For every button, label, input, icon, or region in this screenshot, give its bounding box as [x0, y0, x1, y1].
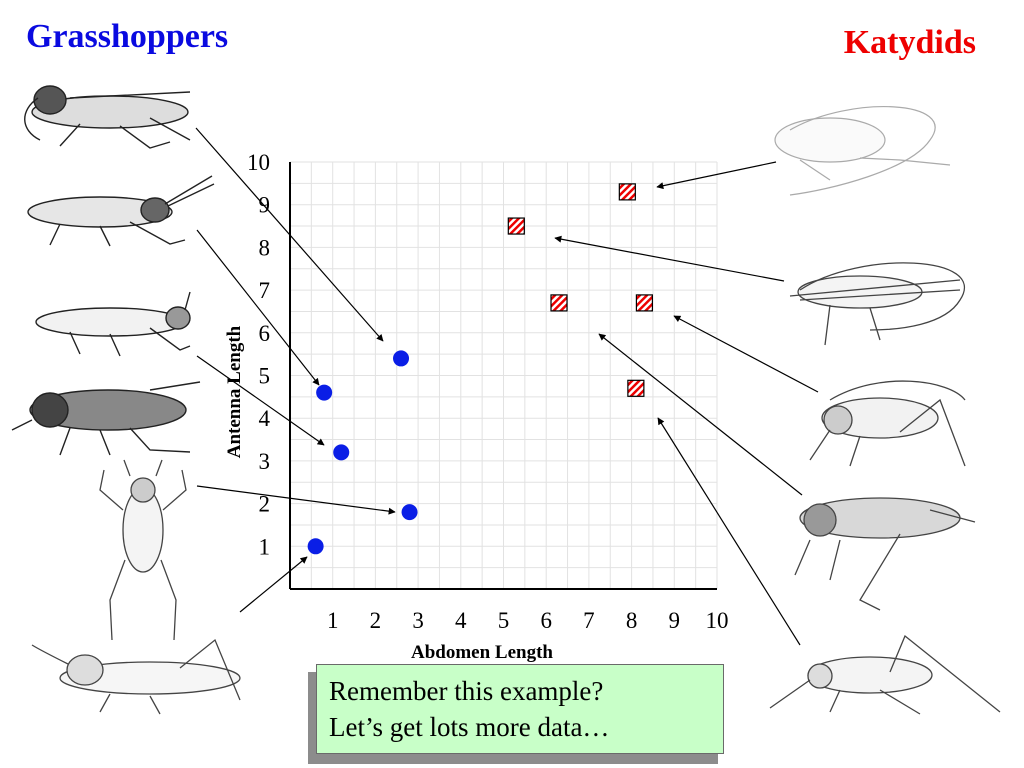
grasshopper-point — [316, 384, 333, 401]
grasshopper-point — [401, 504, 418, 521]
arrow-grasshopper-1 — [195, 127, 384, 342]
katydid-point — [507, 217, 525, 235]
arrow-grasshopper-3 — [196, 355, 325, 446]
y-tick-label: 3 — [259, 449, 271, 474]
callout-line-2: Let’s get lots more data… — [329, 712, 610, 742]
grasshopper-illustration-2 — [27, 175, 215, 247]
katydid-illustration-3 — [809, 380, 966, 467]
scatter-chart: 1 2 3 4 5 6 7 8 9 10 1 2 3 4 5 6 7 8 9 10 Abdomen Length A… — [224, 150, 729, 663]
grasshopper-illustration-6 — [31, 638, 241, 715]
katydid-point — [635, 294, 654, 312]
arrow-katydid-3 — [673, 315, 819, 393]
connector-arrows — [195, 127, 819, 646]
y-tick-label: 6 — [259, 321, 271, 346]
arrow-katydid-1 — [656, 161, 777, 190]
grasshopper-illustration-5 — [99, 459, 187, 641]
katydid-illustration-1 — [774, 106, 951, 196]
grasshopper-point — [307, 538, 324, 555]
arrow-grasshopper-5 — [239, 556, 308, 613]
callout-box: Remember this example? Let’s get lots mo… — [316, 664, 724, 754]
y-tick-label: 5 — [259, 364, 271, 389]
katydid-illustration-5 — [769, 634, 1001, 715]
x-tick-labels: 1 2 3 4 5 6 7 8 9 10 — [327, 608, 729, 633]
x-tick-label: 1 — [327, 608, 339, 633]
y-tick-label: 2 — [259, 492, 271, 517]
katydid-point — [618, 183, 636, 201]
x-tick-label: 7 — [583, 608, 595, 633]
grid-lines — [290, 161, 718, 589]
x-tick-label: 6 — [540, 608, 552, 633]
grasshopper-illustration-1 — [24, 85, 191, 149]
x-axis-label: Abdomen Length — [411, 642, 553, 663]
arrow-katydid-4 — [598, 333, 803, 496]
y-tick-label: 10 — [247, 150, 270, 175]
y-tick-label: 7 — [259, 278, 271, 303]
y-tick-label: 1 — [259, 534, 271, 559]
data-points — [307, 183, 654, 555]
x-tick-label: 10 — [706, 608, 729, 633]
grasshopper-point — [333, 444, 350, 461]
x-tick-label: 8 — [626, 608, 638, 633]
x-tick-label: 5 — [498, 608, 510, 633]
title-katydids: Katydids — [843, 24, 976, 61]
x-tick-label: 2 — [370, 608, 382, 633]
callout-line-1: Remember this example? — [329, 676, 604, 706]
y-tick-label: 8 — [259, 235, 271, 260]
grasshopper-illustration-4 — [11, 381, 201, 456]
grasshopper-point — [393, 350, 410, 367]
grasshopper-illustration-3 — [35, 291, 191, 357]
katydid-illustration-2 — [789, 262, 965, 346]
arrow-grasshopper-2 — [196, 229, 320, 386]
x-tick-label: 4 — [455, 608, 467, 633]
katydid-point — [550, 294, 568, 312]
arrow-katydid-5 — [657, 417, 801, 646]
arrow-katydid-2 — [554, 235, 785, 282]
title-grasshoppers: Grasshoppers — [26, 18, 229, 55]
y-axis-label: Antenna Length — [224, 325, 245, 458]
katydid-illustration-4 — [794, 497, 976, 611]
y-tick-label: 4 — [259, 406, 271, 431]
arrow-grasshopper-4 — [196, 485, 396, 515]
x-tick-label: 9 — [669, 608, 681, 633]
katydid-point — [627, 379, 645, 397]
x-tick-label: 3 — [412, 608, 424, 633]
